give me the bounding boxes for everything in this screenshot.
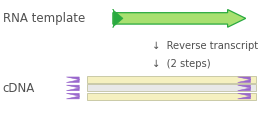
- Text: ↓  (2 steps): ↓ (2 steps): [152, 59, 211, 69]
- Bar: [87, 85, 256, 92]
- Text: cDNA: cDNA: [3, 82, 35, 95]
- FancyArrow shape: [66, 77, 79, 83]
- FancyArrow shape: [238, 77, 251, 83]
- FancyArrow shape: [66, 85, 79, 91]
- FancyArrow shape: [113, 10, 246, 28]
- FancyArrow shape: [238, 85, 251, 91]
- Bar: [87, 93, 256, 100]
- FancyArrow shape: [238, 94, 251, 99]
- Text: RNA template: RNA template: [3, 12, 85, 25]
- Bar: [87, 77, 256, 84]
- Text: ↓  Reverse transcript: ↓ Reverse transcript: [152, 41, 258, 51]
- FancyArrow shape: [113, 10, 123, 28]
- FancyArrow shape: [66, 94, 79, 99]
